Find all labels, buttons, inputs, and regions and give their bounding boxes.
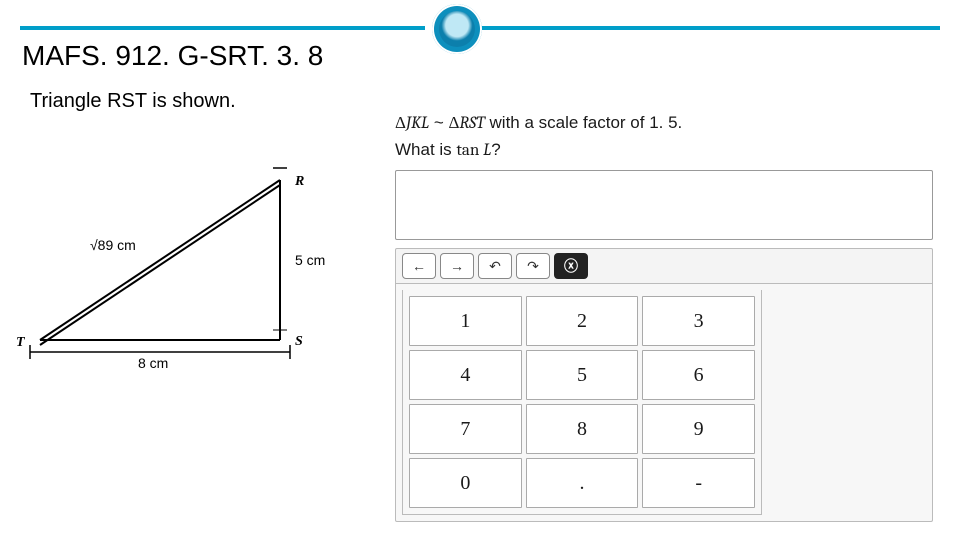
key-3[interactable]: 3 <box>642 296 755 346</box>
vertex-s: S <box>295 334 303 349</box>
key-1[interactable]: 1 <box>409 296 522 346</box>
prompt-text: Triangle RST is shown. <box>30 90 236 113</box>
tilde: ~ <box>429 113 448 132</box>
sim-tri-1: JKL <box>406 114 429 133</box>
key-dot[interactable]: . <box>526 458 639 508</box>
hypotenuse-label: √89 cm <box>90 237 136 253</box>
keypad-panel: 1 2 3 4 5 6 7 8 9 0 . - <box>395 284 933 522</box>
standard-title: MAFS. 912. G-SRT. 3. 8 <box>22 40 323 72</box>
what-is: What is <box>395 140 456 159</box>
sim-tri-2: RST <box>459 114 484 133</box>
key-minus[interactable]: - <box>642 458 755 508</box>
header-rule-left <box>20 26 425 30</box>
answer-input[interactable] <box>395 170 933 240</box>
delta-2: Δ <box>448 114 459 133</box>
answer-area: ← → ↶ ↷ ⓧ 1 2 3 4 5 6 7 8 9 0 . - <box>395 170 933 522</box>
key-6[interactable]: 6 <box>642 350 755 400</box>
key-5[interactable]: 5 <box>526 350 639 400</box>
equation-toolbar: ← → ↶ ↷ ⓧ <box>395 248 933 284</box>
triangle-diagram: R S T √89 cm 5 cm 8 cm <box>10 140 350 370</box>
nav-back-button[interactable]: ← <box>402 253 436 279</box>
district-logo <box>432 4 482 54</box>
header-rule-right <box>465 26 940 30</box>
key-8[interactable]: 8 <box>526 404 639 454</box>
key-9[interactable]: 9 <box>642 404 755 454</box>
clear-button[interactable]: ⓧ <box>554 253 588 279</box>
redo-button[interactable]: ↷ <box>516 253 550 279</box>
key-4[interactable]: 4 <box>409 350 522 400</box>
numeric-keypad: 1 2 3 4 5 6 7 8 9 0 . - <box>402 290 762 515</box>
key-0[interactable]: 0 <box>409 458 522 508</box>
right-side-label: 5 cm <box>295 252 325 268</box>
logo-inner <box>439 11 475 47</box>
scale-text: with a scale factor of 1. 5. <box>485 113 682 132</box>
delta-1: Δ <box>395 114 406 133</box>
key-7[interactable]: 7 <box>409 404 522 454</box>
tan-L: L <box>483 141 491 160</box>
nav-forward-button[interactable]: → <box>440 253 474 279</box>
undo-button[interactable]: ↶ <box>478 253 512 279</box>
vertex-t: T <box>16 335 26 350</box>
question-text: ΔJKL ~ ΔRST with a scale factor of 1. 5.… <box>395 110 682 163</box>
tan: tan <box>456 141 483 160</box>
base-label: 8 cm <box>138 355 168 370</box>
vertex-r: R <box>294 174 304 189</box>
key-2[interactable]: 2 <box>526 296 639 346</box>
